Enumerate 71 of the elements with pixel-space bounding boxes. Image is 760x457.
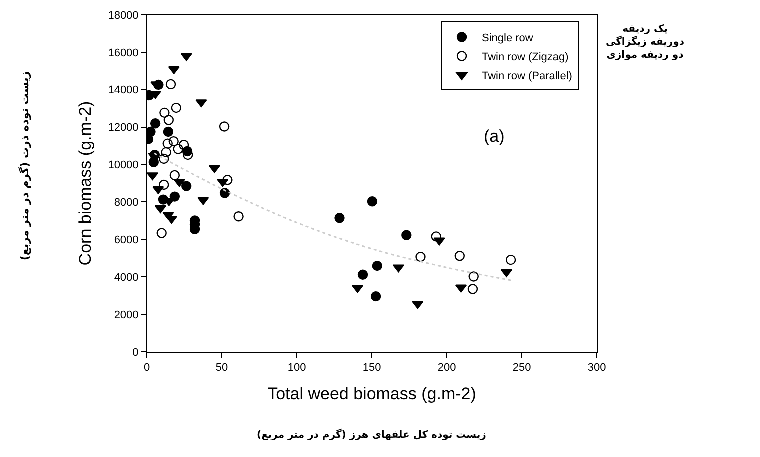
point [162,138,173,149]
point [468,272,479,282]
point [431,232,442,242]
point [174,179,186,188]
point [468,284,478,294]
point [392,264,404,273]
x-tick-label: 150 [362,362,382,374]
point [402,230,412,240]
point [358,270,368,280]
y-tick-label: 2000 [114,309,139,322]
y-tick-label: 0 [132,346,139,359]
point [178,140,190,150]
y-tick-label: 8000 [114,197,139,210]
point [166,79,176,90]
y-tick-label: 6000 [114,234,139,247]
legend-label: Twin row (Zigzag) [482,52,569,64]
point [412,301,424,310]
point [160,108,170,118]
point [180,53,192,62]
point [170,170,180,181]
point [367,196,378,207]
y-axis-title: Corn biomass (g.m-2) [76,101,95,266]
point [150,118,161,129]
point [168,136,179,147]
point [196,100,208,108]
point [152,186,164,194]
point [370,291,382,302]
y-tick-label: 4000 [114,272,139,284]
x-tick-label: 50 [216,362,228,374]
point [222,175,233,186]
x-tick-label: 200 [438,362,456,374]
point [217,179,229,188]
point [506,254,516,266]
legend-label: Single row [482,32,534,45]
point [219,122,230,132]
point [161,147,172,158]
x-tick-label: 300 [588,362,606,374]
y-tick-label: 16000 [108,47,139,60]
y-tick-label: 18000 [108,10,139,22]
y-tick-label: 10000 [108,160,139,172]
legend-label: Twin row (Parallel) [482,70,572,83]
text: زیست توده ذرت (گرم در متر مربع) [18,71,32,261]
point [171,102,182,114]
point [182,181,192,192]
point [434,238,446,246]
x-tick-label: 0 [144,362,150,374]
text: یک ردیفه دوریفه زیگزاگی دو ردیفه موازی [606,24,685,61]
point [159,180,170,190]
point [173,144,184,154]
point [500,269,512,278]
x-tick-label: 250 [512,362,532,374]
point [372,260,382,272]
text: زیست توده کل علفهای هرز (گرم در متر مربع) [257,428,487,441]
point [168,66,180,74]
x-tick-label: 100 [288,362,306,374]
x-axis-title: Total weed biomass (g.m-2) [268,384,476,404]
point [454,251,465,262]
point [208,165,220,174]
point [220,188,230,198]
point [164,115,174,126]
point [234,212,244,222]
point [334,213,345,224]
point [163,126,174,138]
point [156,228,167,238]
point [147,172,158,181]
y-tick-label: 12000 [108,122,139,134]
point [159,154,170,164]
y-tick-label: 14000 [108,84,139,97]
point [416,252,426,262]
annotation: (a) [484,127,505,146]
point [198,197,210,206]
